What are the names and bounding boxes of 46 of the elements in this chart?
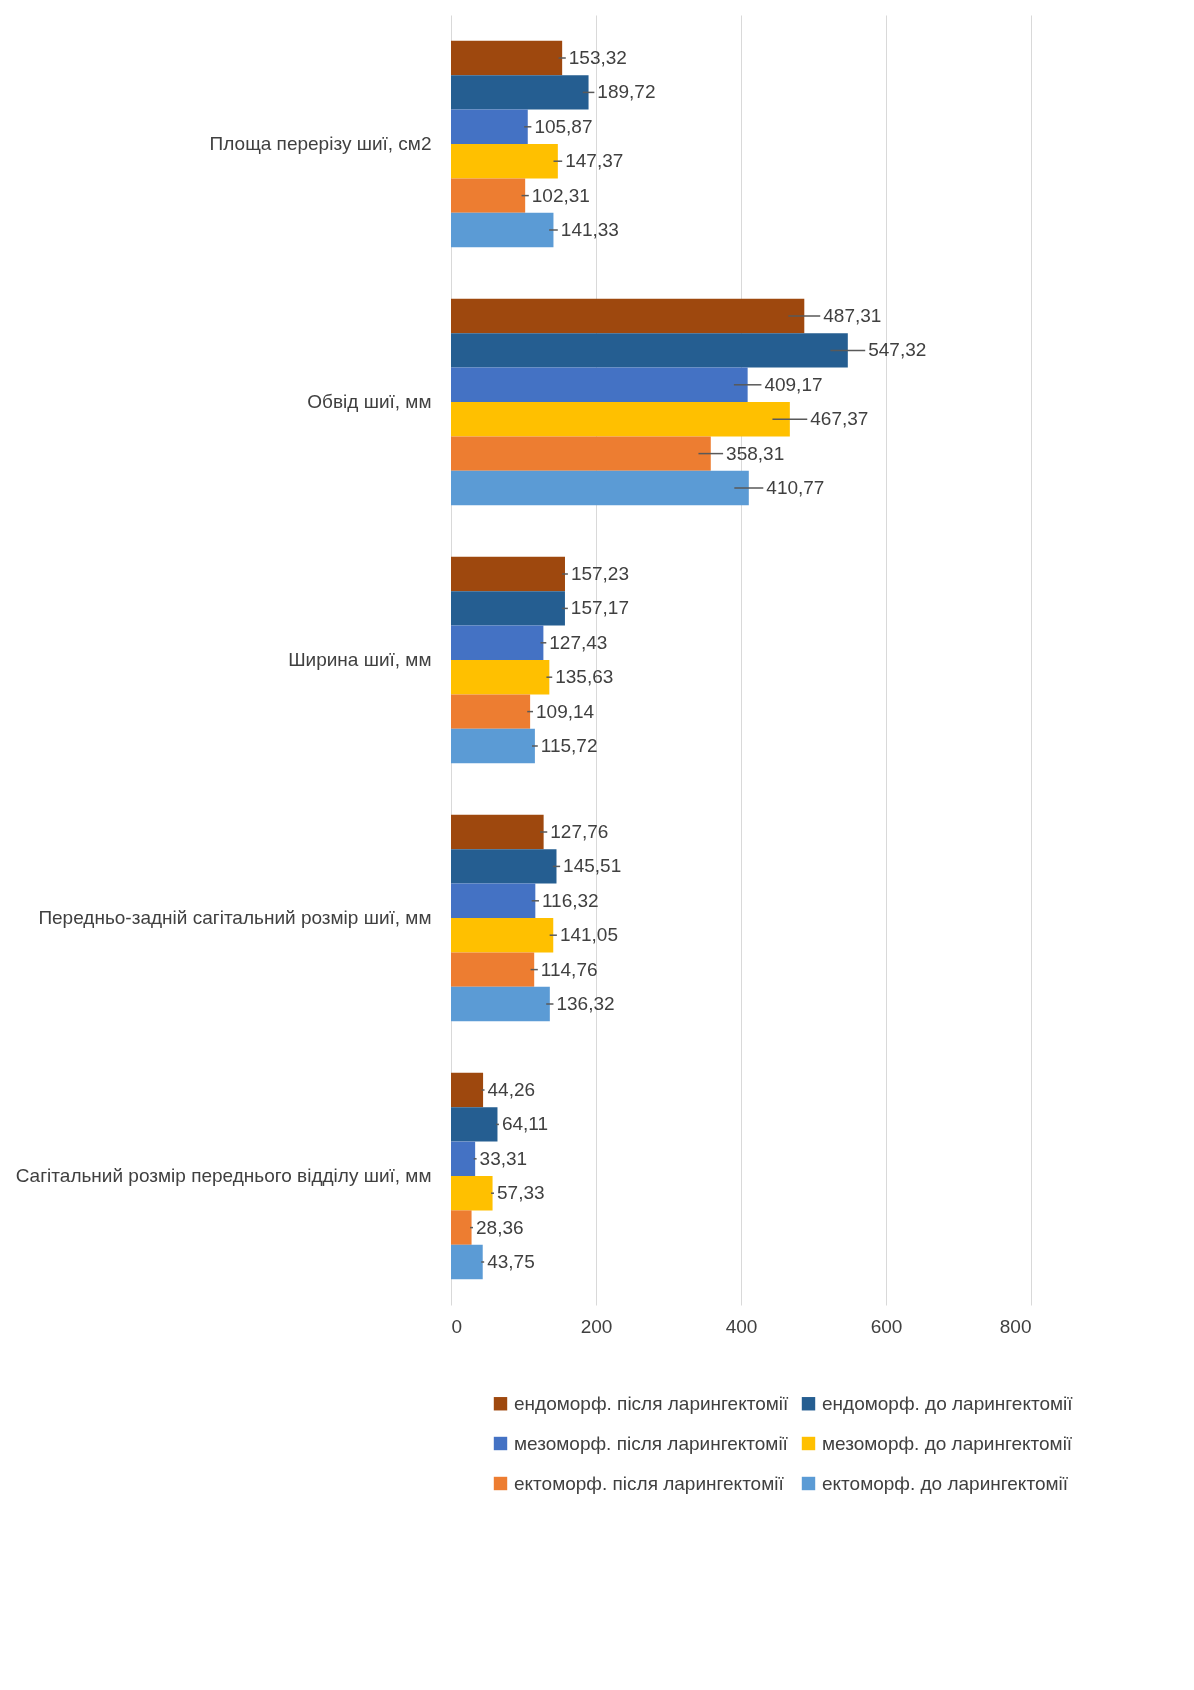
data-label: 487,31 [823, 305, 882, 326]
data-label: 136,32 [556, 993, 615, 1014]
data-label: 147,37 [565, 150, 624, 172]
data-label: 33,31 [479, 1147, 528, 1169]
x-tick-label: 400 [725, 1315, 758, 1337]
data-label: 409,17 [764, 373, 823, 395]
data-label: 467,37 [810, 408, 869, 430]
y-tick-label: Сагітальний розмір переднього відділу шиї, мм [15, 1165, 432, 1186]
data-label: 57,33 [497, 1182, 545, 1204]
data-label: 127,76 [550, 821, 609, 842]
y-tick-label: Площа перерізу шиї, см2 [209, 133, 432, 154]
y-tick-label: Передньо-задній сагітальний розмір шиї, мм [38, 907, 432, 928]
legend-label: ендоморф. після ларингектомії [514, 1392, 790, 1414]
data-label: 358,31 [726, 442, 785, 464]
x-tick-label: 0 [451, 1315, 463, 1337]
data-label: 109,14 [536, 700, 595, 722]
data-label: 153,32 [568, 47, 627, 68]
data-label: 64,11 [501, 1113, 549, 1135]
legend-label: мезоморф. до ларингектомії [822, 1432, 1073, 1454]
x-tick-label: 200 [580, 1315, 613, 1337]
data-label: 135,63 [555, 666, 614, 688]
data-label: 141,33 [560, 219, 619, 240]
data-label: 145,51 [563, 855, 622, 877]
data-label: 157,17 [570, 597, 629, 619]
x-tick-label: 800 [999, 1315, 1032, 1337]
data-label: 189,72 [597, 81, 656, 103]
data-label: 28,36 [476, 1216, 524, 1238]
data-label: 157,23 [570, 563, 630, 584]
data-label: 102,31 [531, 184, 590, 206]
legend-label: ектоморф. після ларингектомії [514, 1472, 785, 1494]
data-label: 127,43 [549, 631, 608, 653]
y-tick-label: Обвід шиї, мм [307, 391, 432, 412]
data-label: 410,77 [766, 477, 825, 498]
data-label: 141,05 [559, 924, 619, 946]
legend-label: ектоморф. до ларингектомії [822, 1472, 1069, 1494]
data-label: 43,75 [487, 1251, 535, 1272]
data-label: 115,72 [540, 735, 598, 756]
y-tick-label: Ширина шиї, мм [288, 649, 432, 670]
data-label: 547,32 [868, 339, 927, 361]
legend-label: мезоморф. після ларингектомії [514, 1432, 789, 1454]
data-label: 116,32 [541, 889, 599, 911]
data-label: 44,26 [487, 1079, 536, 1100]
legend-label: ендоморф. до ларингектомії [822, 1392, 1074, 1414]
data-label: 105,87 [534, 115, 593, 137]
data-label: 114,76 [540, 958, 598, 980]
x-tick-label: 600 [870, 1315, 903, 1337]
